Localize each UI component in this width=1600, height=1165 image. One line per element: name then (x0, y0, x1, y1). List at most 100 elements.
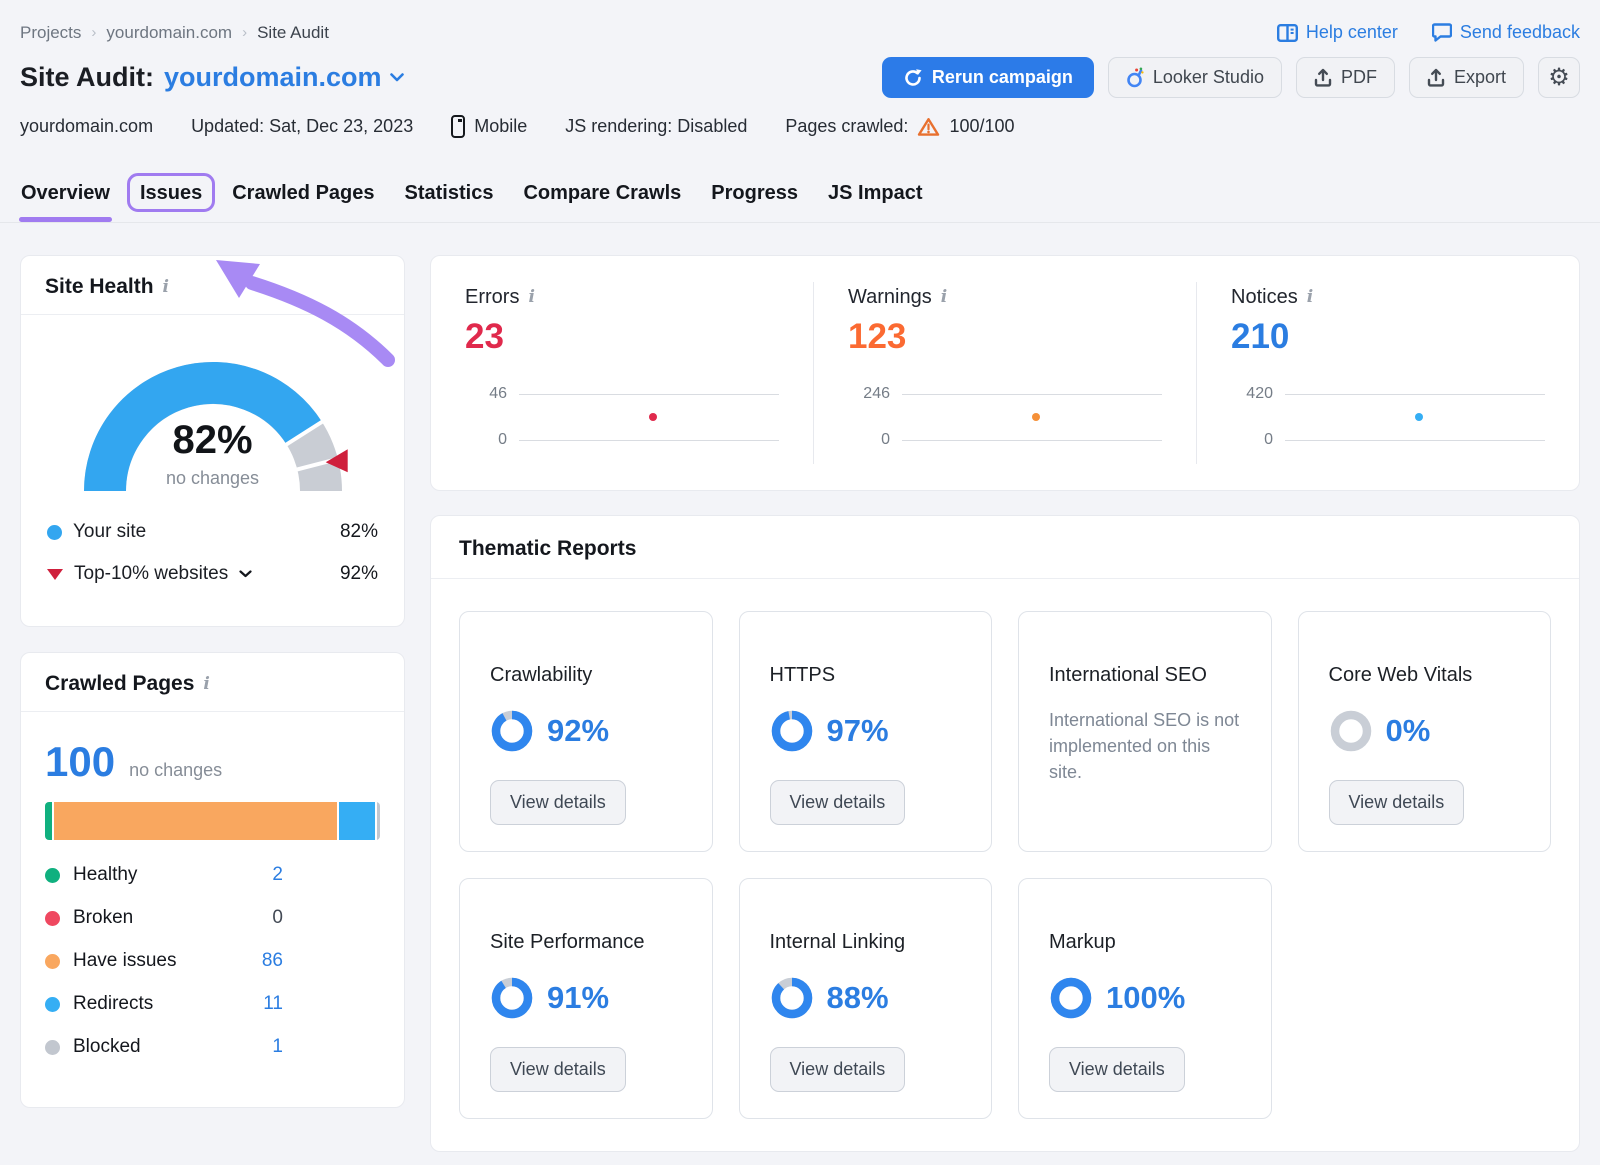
legend-value-link[interactable]: 1 (272, 1036, 283, 1057)
axis-label: 0 (881, 431, 890, 448)
legend-value-link[interactable]: 11 (263, 993, 283, 1014)
tab-statistics[interactable]: Statistics (404, 182, 494, 204)
legend-dot-icon (45, 910, 60, 926)
trend-data-point (649, 413, 657, 421)
issue-trend-chart: 246 0 (848, 385, 1162, 449)
legend-value-link: 0 (272, 907, 283, 928)
breadcrumb-separator: › (242, 24, 248, 41)
donut-chart-icon (1049, 976, 1093, 1020)
site-health-gauge: 82% no changes (63, 341, 363, 501)
tab-issues[interactable]: Issues (126, 173, 216, 212)
legend-dot-icon (47, 524, 62, 540)
report-score: 92% (490, 709, 682, 753)
top-links: Help center Send feedback (1276, 22, 1580, 43)
rerun-campaign-label: Rerun campaign (931, 67, 1073, 87)
issue-count[interactable]: 23 (465, 317, 504, 356)
legend-value-link[interactable]: 2 (272, 864, 283, 885)
crawled-pages-change: no changes (129, 760, 223, 780)
report-percent: 92% (547, 713, 610, 748)
feedback-bubble-icon (1431, 23, 1452, 42)
info-icon[interactable]: i (1306, 287, 1314, 307)
crawled-pages-total[interactable]: 100 (45, 738, 116, 785)
send-feedback-link[interactable]: Send feedback (1431, 22, 1580, 43)
warning-triangle-icon (917, 117, 940, 137)
info-icon[interactable]: i (203, 673, 210, 694)
report-percent: 88% (826, 980, 889, 1015)
help-center-link[interactable]: Help center (1276, 22, 1398, 43)
page-title: Site Audit: yourdomain.com (20, 62, 404, 93)
breadcrumb-item-yourdomain-com[interactable]: yourdomain.com (106, 22, 233, 42)
chevron-down-icon[interactable] (239, 570, 252, 578)
info-icon[interactable]: i (940, 287, 948, 307)
chevron-down-icon (389, 73, 404, 82)
tab-progress[interactable]: Progress (711, 182, 799, 204)
crawled-pages-legend-row-broken: Broken 0 (45, 907, 380, 929)
view-details-button[interactable]: View details (490, 780, 626, 825)
legend-label: Have issues (73, 950, 177, 971)
trend-data-point (1032, 413, 1040, 421)
upload-icon (1314, 68, 1332, 87)
settings-button[interactable]: ⚙ (1538, 57, 1580, 98)
gridline (902, 439, 1162, 441)
report-score: 88% (770, 976, 962, 1020)
issue-col-errors: Errors i 23 46 0 (431, 282, 813, 464)
tabs: Overview Issues Crawled Pages Statistics Com… (19, 173, 1580, 222)
info-icon[interactable]: i (528, 287, 535, 307)
left-column: Site Health i 82% no changes Your site 82… (20, 255, 405, 1108)
export-button[interactable]: Export (1408, 57, 1524, 98)
campaign-domain-dropdown[interactable]: yourdomain.com (164, 62, 404, 93)
report-title: HTTPS (769, 664, 836, 686)
page-title-prefix: Site Audit: (20, 62, 154, 92)
report-score: 0% (1329, 709, 1521, 753)
view-details-button[interactable]: View details (490, 1047, 626, 1092)
issue-label: Errors (465, 286, 520, 308)
site-health-card: Site Health i 82% no changes Your site 82… (20, 255, 405, 627)
legend-value-link[interactable]: 86 (261, 950, 283, 971)
site-health-legend-row-top-10-websites: Top-10% websites 92% (47, 563, 378, 585)
info-icon[interactable]: i (162, 276, 169, 297)
view-details-button[interactable]: View details (769, 1047, 906, 1092)
top-bar: Projects › yourdomain.com › Site Audit Help … (20, 0, 1580, 43)
title-row: Site Audit: yourdomain.com Rerun campaig… (20, 57, 1580, 98)
view-details-button[interactable]: View details (1328, 780, 1465, 825)
crawled-pages-legend-row-healthy: Healthy 2 (45, 864, 380, 886)
donut-chart-icon (490, 709, 534, 753)
breadcrumb-item-site-audit: Site Audit (257, 22, 329, 42)
report-percent: 0% (1385, 713, 1431, 748)
axis-label: 0 (1264, 431, 1273, 448)
crawled-pages-legend-row-blocked: Blocked 1 (45, 1036, 380, 1058)
site-health-title: Site Health (45, 275, 154, 298)
site-health-legend-row-your-site: Your site 82% (47, 521, 378, 543)
meta-device-label: Mobile (474, 116, 528, 136)
campaign-meta-row: yourdomain.com Updated: Sat, Dec 23, 202… (20, 115, 1580, 138)
tab-compare-crawls[interactable]: Compare Crawls (523, 182, 682, 204)
trend-data-point (1415, 413, 1423, 421)
view-details-button[interactable]: View details (769, 780, 906, 825)
view-details-button[interactable]: View details (1049, 1047, 1185, 1092)
gridline (1285, 393, 1545, 395)
donut-chart-icon (770, 709, 814, 753)
legend-value: 82% (339, 521, 378, 542)
looker-studio-button[interactable]: Looker Studio (1107, 57, 1282, 98)
tab-crawled-pages[interactable]: Crawled Pages (232, 182, 375, 204)
donut-chart-icon (1329, 709, 1373, 753)
help-center-label: Help center (1305, 22, 1398, 42)
site-health-change: no changes (165, 468, 260, 488)
crawled-pages-bar (45, 802, 380, 840)
issue-count[interactable]: 210 (1231, 317, 1290, 356)
tab-js-impact[interactable]: JS Impact (828, 182, 923, 204)
issue-count[interactable]: 123 (848, 317, 907, 356)
tab-overview[interactable]: Overview (19, 182, 112, 222)
report-title: Crawlability (490, 664, 593, 686)
gridline (1285, 439, 1545, 441)
looker-studio-icon (1126, 67, 1144, 89)
send-feedback-label: Send feedback (1459, 22, 1580, 42)
legend-dot-icon (45, 996, 60, 1012)
looker-studio-label: Looker Studio (1152, 67, 1264, 87)
upload-icon (1427, 68, 1445, 87)
pdf-button[interactable]: PDF (1295, 57, 1395, 98)
rerun-campaign-button[interactable]: Rerun campaign (881, 57, 1094, 98)
report-card-crawlability: Crawlability 92% View details (459, 611, 713, 852)
breadcrumb-item-projects[interactable]: Projects (20, 22, 82, 42)
legend-dot-icon (45, 867, 60, 883)
